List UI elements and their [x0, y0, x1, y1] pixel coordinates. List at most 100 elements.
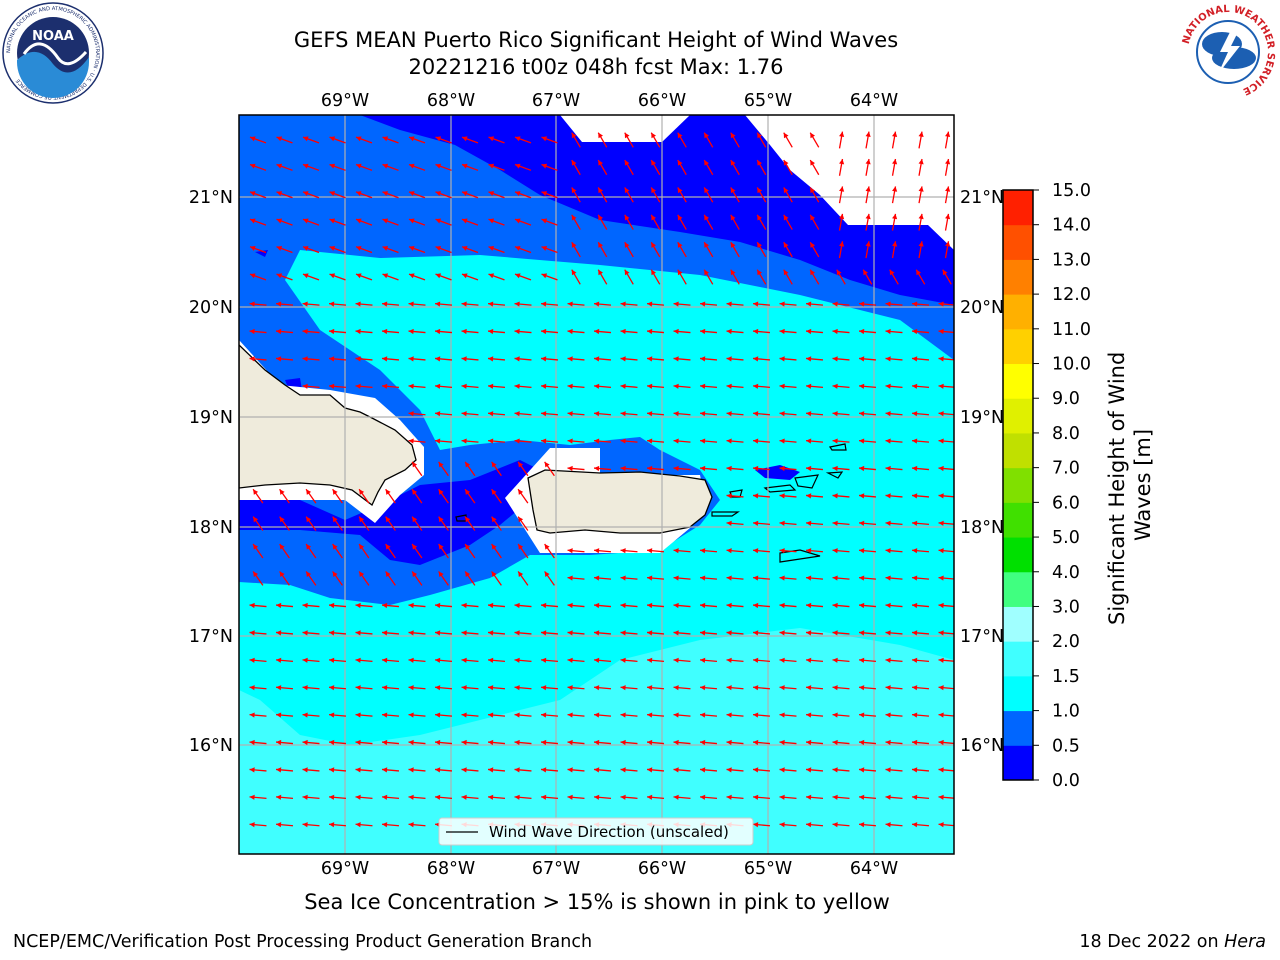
wave-direction-arrowhead: [302, 712, 308, 718]
wave-direction-arrowhead: [806, 822, 812, 828]
wave-direction-arrowhead: [806, 657, 812, 663]
map-title: GEFS MEAN Puerto Rico Significant Height…: [293, 28, 899, 52]
wave-direction-arrowhead: [938, 493, 944, 499]
colorbar-tick-label: 3.0: [1052, 597, 1080, 617]
wave-direction-arrowhead: [462, 218, 468, 224]
wave-direction-arrowhead: [332, 544, 338, 550]
wave-direction-arrowhead: [938, 383, 944, 389]
lon-label-top: 68°W: [427, 91, 475, 111]
wave-direction-arrowhead: [409, 273, 415, 279]
wave-direction-arrowhead: [303, 136, 309, 142]
wave-direction-arrowhead: [488, 328, 494, 335]
wave-direction-arrowhead: [912, 383, 918, 389]
wave-direction-arrowhead: [832, 630, 838, 636]
wave-direction-arrowhead: [839, 186, 845, 192]
wave-direction-arrowhead: [594, 383, 600, 389]
wave-direction-arrowhead: [859, 630, 865, 636]
wave-direction-arrowhead: [912, 548, 918, 554]
wave-direction-arrowhead: [276, 767, 282, 773]
wave-direction-arrowhead: [541, 218, 548, 224]
wave-direction-arrowhead: [249, 328, 255, 335]
wave-direction-arrowhead: [488, 685, 494, 691]
wave-direction-arrowhead: [382, 630, 388, 636]
wave-direction-arrowhead: [673, 438, 679, 444]
wave-direction-arrowhead: [435, 739, 441, 746]
wave-direction-arrowhead: [514, 794, 520, 800]
wave-direction-arrowhead: [806, 767, 812, 773]
wave-direction-arrowhead: [544, 571, 550, 578]
wave-direction-arrowhead: [382, 602, 388, 609]
wave-direction-arrowhead: [249, 356, 255, 362]
wave-direction-arrowhead: [408, 328, 414, 335]
wave-direction-arrowhead: [832, 685, 838, 691]
wave-direction-arrowhead: [945, 241, 951, 247]
wave-direction-arrowhead: [544, 461, 550, 468]
wave-direction-arrowhead: [541, 767, 547, 773]
wave-direction-arrowhead: [647, 383, 653, 389]
colorbar-segment: [1003, 641, 1033, 677]
wave-direction-arrowhead: [806, 548, 812, 554]
wave-direction-arrowhead: [620, 438, 626, 444]
wave-direction-arrowhead: [332, 516, 338, 523]
wave-direction-arrowhead: [302, 822, 308, 828]
wave-direction-arrowhead: [620, 657, 626, 663]
lon-label-bottom: 67°W: [532, 859, 580, 879]
wave-direction-arrowhead: [382, 383, 388, 389]
wave-direction-arrowhead: [620, 383, 626, 389]
wave-direction-arrowhead: [514, 630, 520, 636]
wave-direction-arrowhead: [279, 489, 285, 495]
wave-direction-arrowhead: [859, 301, 865, 307]
wave-direction-arrowhead: [753, 575, 759, 581]
wave-direction-arrowhead: [382, 822, 388, 828]
wave-direction-arrowhead: [435, 712, 441, 718]
wave-direction-arrowhead: [544, 544, 550, 550]
wave-direction-arrowhead: [488, 630, 494, 636]
wave-direction-arrowhead: [839, 159, 845, 165]
wave-direction-arrowhead: [700, 630, 706, 636]
lat-label-right: 20°N: [960, 298, 1004, 318]
wave-direction-arrowhead: [382, 191, 389, 197]
wave-direction-arrowhead: [382, 328, 388, 335]
wave-direction-arrowhead: [859, 685, 865, 691]
wave-direction-arrowhead: [382, 685, 388, 691]
wave-direction-arrowhead: [598, 132, 604, 139]
wave-direction-arrowhead: [514, 739, 520, 746]
wave-direction-arrowhead: [488, 602, 494, 609]
wave-direction-arrowhead: [302, 685, 308, 691]
wave-direction-arrowhead: [356, 163, 362, 169]
wave-direction-arrowhead: [412, 516, 418, 523]
wave-direction-arrowhead: [730, 269, 736, 276]
colorbar-tick-label: 12.0: [1052, 285, 1091, 305]
wave-direction-arrowhead: [518, 544, 524, 550]
wave-direction-arrowhead: [571, 187, 577, 194]
wave-direction-arrowhead: [945, 131, 951, 138]
colorbar-tick-label: 1.5: [1052, 667, 1080, 687]
wave-direction-arrowhead: [594, 794, 600, 800]
wave-direction-arrowhead: [491, 571, 497, 578]
wave-direction-arrowhead: [249, 794, 255, 800]
wave-direction-arrowhead: [408, 739, 414, 746]
colorbar-tick-label: 1.0: [1052, 702, 1080, 722]
wave-direction-arrowhead: [806, 411, 812, 417]
wave-direction-arrowhead: [488, 411, 494, 417]
wave-direction-arrowhead: [435, 602, 441, 609]
wave-direction-arrowhead: [329, 273, 336, 279]
wave-direction-arrowhead: [753, 383, 759, 389]
wave-direction-arrowhead: [673, 575, 679, 581]
wave-direction-arrowhead: [488, 163, 495, 169]
wave-direction-arrowhead: [700, 548, 706, 554]
wave-direction-arrowhead: [859, 548, 865, 554]
wave-direction-arrowhead: [329, 657, 335, 663]
wave-direction-arrowhead: [329, 602, 335, 609]
wave-direction-arrowhead: [435, 438, 441, 444]
wave-direction-arrowhead: [249, 739, 255, 746]
wave-direction-arrowhead: [435, 356, 441, 362]
wave-direction-arrowhead: [541, 438, 547, 444]
colorbar-segment: [1003, 606, 1033, 642]
wave-direction-arrowhead: [303, 218, 309, 224]
wave-direction-arrowhead: [359, 516, 365, 523]
wave-direction-arrowhead: [779, 685, 785, 691]
colorbar-segment: [1003, 398, 1033, 434]
wave-direction-arrowhead: [859, 602, 865, 609]
wave-direction-arrowhead: [356, 136, 362, 142]
